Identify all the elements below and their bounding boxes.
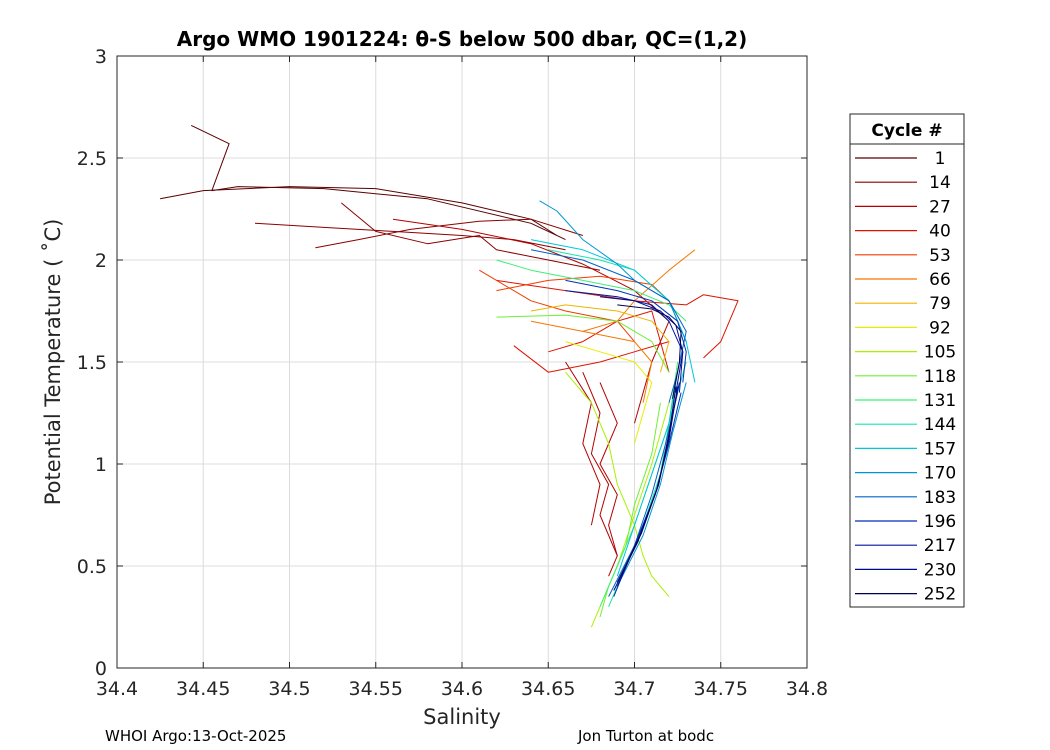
y-tick-label: 2.5	[77, 148, 107, 170]
series-line-cycle-14	[315, 218, 583, 249]
footer-left: WHOI Argo:13-Oct-2025	[105, 727, 286, 745]
x-tick-label: 34.55	[349, 678, 403, 700]
x-tick-label: 34.8	[786, 678, 828, 700]
y-tick-label: 0	[95, 658, 107, 680]
series-line-cycle-118	[599, 402, 661, 618]
series-line-cycle-1	[190, 124, 566, 241]
x-tick-label: 34.75	[694, 678, 748, 700]
legend-label-79: 79	[929, 294, 951, 314]
series-line-cycle-118	[496, 314, 670, 373]
series-line-cycle-79	[530, 304, 670, 373]
x-tick-label: 34.7	[613, 678, 655, 700]
x-tick-label: 34.6	[441, 678, 483, 700]
x-axis-label: Salinity	[423, 705, 501, 729]
plot-area	[116, 55, 808, 669]
series-line-cycle-27	[565, 361, 601, 526]
series-line-cycle-157	[616, 372, 679, 577]
series-layer	[160, 124, 739, 628]
series-line-cycle-92	[565, 341, 653, 444]
series-line-cycle-27	[582, 372, 618, 556]
legend-label-170: 170	[924, 464, 956, 484]
legend-box	[849, 113, 965, 608]
legend-entries: 1 14 27 40 53 66 79 92 105 118 131 144 157 170 183 196 2…	[855, 149, 956, 605]
y-axis-ticks: 0 0.5 1 1.5 2 2.5 3	[77, 46, 807, 680]
series-line-cycle-53	[496, 275, 670, 302]
legend-title: Cycle #	[871, 121, 942, 141]
x-tick-label: 34.65	[521, 678, 575, 700]
y-tick-label: 0.5	[77, 556, 107, 578]
legend-label-105: 105	[924, 343, 956, 363]
series-line-cycle-183	[608, 392, 679, 597]
series-line-cycle-105	[565, 371, 670, 597]
y-tick-label: 1.5	[77, 352, 107, 374]
series-line-cycle-105	[590, 402, 670, 628]
legend-label-92: 92	[929, 318, 951, 338]
legend-label-27: 27	[929, 197, 951, 217]
legend-label-40: 40	[929, 222, 951, 242]
legend-label-53: 53	[929, 246, 951, 266]
legend-label-157: 157	[924, 439, 956, 459]
series-line-cycle-196	[565, 279, 687, 383]
legend-label-14: 14	[929, 173, 951, 193]
footer-right: Jon Turton at bodc	[577, 727, 714, 745]
series-line-cycle-14	[340, 202, 601, 271]
y-axis-label: Potential Temperature ( ˚C)	[41, 219, 65, 506]
series-line-cycle-252	[616, 386, 677, 583]
legend-label-131: 131	[924, 391, 956, 411]
legend-label-1: 1	[935, 149, 946, 169]
legend: Cycle # 1 14 27 40 53 66 79 92 105 118 131 144 157 17…	[849, 113, 965, 608]
legend-label-66: 66	[929, 270, 951, 290]
x-tick-label: 34.45	[176, 678, 230, 700]
legend-label-217: 217	[924, 536, 956, 556]
series-line-cycle-157	[530, 239, 696, 383]
legend-label-252: 252	[924, 585, 956, 605]
legend-label-183: 183	[924, 488, 956, 508]
x-axis-ticks: 34.4 34.45 34.5 34.55 34.6 34.65 34.7 34.75 34.8	[96, 56, 828, 700]
series-line-cycle-66	[530, 320, 653, 403]
x-tick-label: 34.4	[96, 678, 138, 700]
legend-label-118: 118	[924, 367, 956, 387]
legend-label-230: 230	[924, 560, 956, 580]
series-line-cycle-170	[616, 382, 687, 587]
y-tick-label: 3	[95, 46, 107, 68]
series-line-cycle-230	[599, 296, 684, 393]
legend-label-196: 196	[924, 512, 956, 532]
y-tick-label: 2	[95, 250, 107, 272]
series-line-cycle-40	[513, 341, 670, 373]
y-tick-label: 1	[95, 454, 107, 476]
chart-title: Argo WMO 1901224: θ-S below 500 dbar, QC…	[177, 27, 747, 51]
x-tick-label: 34.5	[268, 678, 310, 700]
series-line-cycle-252	[617, 304, 682, 399]
legend-label-144: 144	[924, 415, 956, 435]
series-line-cycle-14	[254, 222, 566, 251]
series-line-cycle-53	[479, 269, 635, 342]
